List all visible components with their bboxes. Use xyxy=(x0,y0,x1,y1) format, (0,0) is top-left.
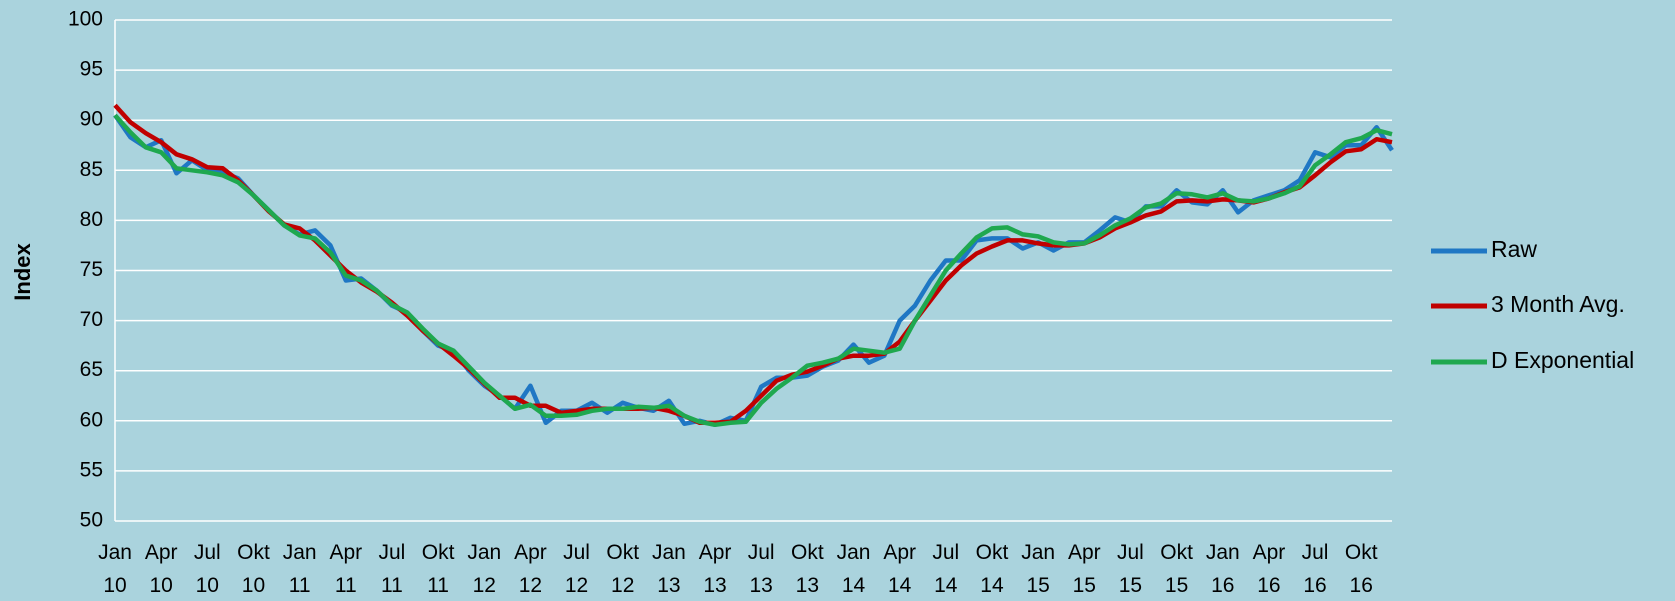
x-tick-label: Jul 11 xyxy=(378,541,406,597)
x-tick-label: Jan 16 xyxy=(1205,541,1240,597)
legend-label: Raw xyxy=(1491,236,1537,262)
x-tick-label: Apr 11 xyxy=(329,541,363,597)
y-axis-label: Index xyxy=(10,243,35,301)
x-tick-label: Apr 16 xyxy=(1252,541,1286,597)
y-tick-label: 70 xyxy=(80,308,103,331)
x-tick-label: Apr 10 xyxy=(144,541,178,597)
x-tick-label: Jan 11 xyxy=(282,541,317,597)
x-tick-label: Apr 14 xyxy=(883,541,916,597)
x-tick-label: Jul 10 xyxy=(193,541,221,597)
x-tick-label: Jul 16 xyxy=(1301,541,1329,597)
series-line xyxy=(113,113,1393,428)
x-tick-label: Jan 15 xyxy=(1021,541,1056,597)
x-tick-label: Apr 15 xyxy=(1067,541,1101,597)
x-tick-label: Jan 12 xyxy=(467,541,502,597)
x-tick-label: Jan 14 xyxy=(836,541,871,597)
x-tick-label: Jul 12 xyxy=(563,541,590,597)
x-tick-label: Okt 14 xyxy=(975,541,1009,597)
x-tick-label: Okt 15 xyxy=(1160,541,1193,597)
y-tick-label: 55 xyxy=(80,458,103,481)
y-tick-label: 95 xyxy=(80,58,103,81)
x-tick-label: Jan 13 xyxy=(651,541,686,597)
y-tick-label: 80 xyxy=(80,208,103,231)
x-tick-label: Okt 13 xyxy=(791,541,824,597)
y-tick-label: 75 xyxy=(80,258,103,281)
y-tick-label: 65 xyxy=(80,358,103,381)
x-tick-label: Apr 12 xyxy=(514,541,547,597)
y-tick-label: 100 xyxy=(68,8,103,31)
x-tick-label: Okt 16 xyxy=(1344,541,1378,597)
y-tick-label: 85 xyxy=(80,158,103,181)
x-tick-label: Jul 13 xyxy=(747,541,775,597)
x-tick-label: Okt 10 xyxy=(237,541,270,597)
x-tick-label: Jul 14 xyxy=(932,541,960,597)
x-tick-label: Okt 12 xyxy=(606,541,640,597)
x-tick-label: Jul 15 xyxy=(1117,541,1144,597)
y-tick-label: 90 xyxy=(80,108,103,131)
x-tick-label: Apr 13 xyxy=(698,541,732,597)
y-tick-label: 60 xyxy=(80,408,103,431)
legend-label: 3 Month Avg. xyxy=(1491,291,1625,317)
series-line xyxy=(113,103,1393,426)
y-tick-label: 50 xyxy=(80,509,103,532)
legend-label: D Exponential xyxy=(1491,347,1634,373)
x-tick-label: Jan 10 xyxy=(98,541,132,597)
x-tick-label: Okt 11 xyxy=(421,541,455,597)
